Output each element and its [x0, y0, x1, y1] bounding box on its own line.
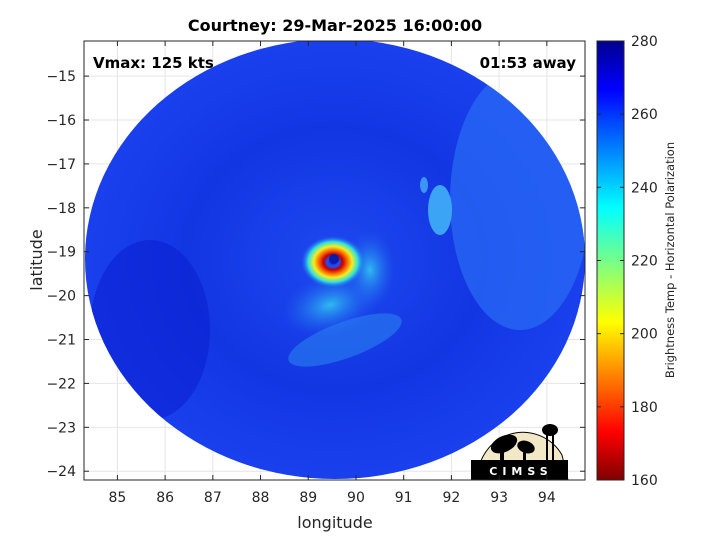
y-tick-label: −21 [46, 333, 76, 349]
time-away-label: 01:53 away [480, 54, 577, 72]
rain-band-outer [288, 313, 402, 367]
colorbar-ticks: 160 180 200 220 240 260 280 [597, 34, 658, 489]
x-tick-label: 85 [108, 490, 126, 506]
colorbar-tick-label: 280 [631, 34, 658, 50]
x-tick-label: 88 [252, 490, 270, 506]
cloud-patch-north [420, 177, 428, 193]
colorbar-tick-label: 200 [631, 327, 658, 343]
y-tick-label: −15 [46, 69, 76, 85]
y-tick-label: −18 [46, 201, 76, 217]
x-axis-label: longitude [297, 513, 372, 532]
colorbar-tick-label: 180 [631, 400, 658, 416]
cloud-band-northeast [428, 185, 452, 235]
plot-area: Vmax: 125 kts 01:53 away CIMSS 85 86 87 88 8… [46, 40, 586, 506]
y-axis-ticks: −15 −16 −17 −18 −19 −20 −21 −22 −23 −24 [46, 69, 585, 480]
logo-water-tower-icon [542, 424, 558, 460]
y-tick-label: −16 [46, 113, 76, 129]
x-tick-label: 87 [204, 490, 222, 506]
colorbar-tick-label: 160 [631, 473, 658, 489]
x-tick-label: 90 [347, 490, 365, 506]
logo-satellite-dish-icon [490, 434, 535, 460]
colorbar-tick-label: 240 [631, 180, 658, 196]
y-tick-label: −23 [46, 420, 76, 436]
logo-text: CIMSS [489, 465, 552, 478]
plot-border [83, 40, 586, 481]
storm-eye [329, 254, 339, 264]
colorbar-gradient [596, 40, 625, 481]
colorbar-tick-label: 260 [631, 107, 658, 123]
cimss-logo: CIMSS [471, 424, 569, 481]
x-tick-label: 94 [538, 490, 556, 506]
y-tick-label: −19 [46, 245, 76, 261]
vmax-label: Vmax: 125 kts [93, 54, 214, 72]
y-tick-label: −17 [46, 157, 76, 173]
x-tick-label: 92 [442, 490, 460, 506]
logo-bar [471, 460, 568, 480]
x-tick-label: 89 [299, 490, 317, 506]
y-axis-label: latitude [27, 229, 46, 290]
y-tick-label: −24 [46, 464, 76, 480]
x-tick-label: 91 [395, 490, 413, 506]
y-tick-label: −22 [46, 376, 76, 392]
x-tick-label: 93 [490, 490, 508, 506]
y-tick-label: −20 [46, 289, 76, 305]
x-tick-label: 86 [156, 490, 174, 506]
colorbar-label: Brightness Temp - Horizontal Polarizatio… [663, 142, 677, 378]
chart-title: Courtney: 29-Mar-2025 16:00:00 [188, 16, 482, 35]
x-axis-ticks: 85 86 87 88 89 90 91 92 93 94 [108, 41, 556, 506]
colorbar-tick-label: 220 [631, 254, 658, 270]
colorbar: 160 180 200 220 240 260 280 Brightness Temp - … [596, 34, 677, 489]
